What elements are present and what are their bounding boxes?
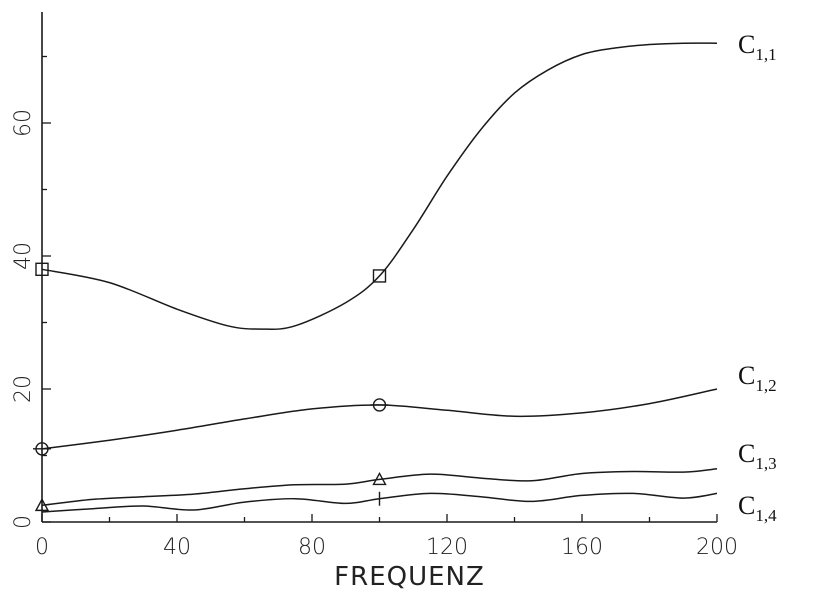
y-tick-label: 60 xyxy=(11,109,36,137)
series-label-3: C1,3 xyxy=(738,439,777,473)
series-label-1: C1,1 xyxy=(738,30,777,64)
x-tick-label: 40 xyxy=(163,535,191,560)
series-line-1 xyxy=(41,42,718,330)
square-marker xyxy=(372,269,387,283)
series-label-4: C1,4 xyxy=(738,491,777,525)
series-line-3 xyxy=(41,468,718,507)
x-axis-title: FREQUENZ xyxy=(334,562,485,592)
x-tick-label: 80 xyxy=(298,535,326,560)
x-tick-label: 120 xyxy=(426,535,468,560)
series-label-2: C1,2 xyxy=(738,361,777,395)
triangle-marker xyxy=(34,497,50,512)
series-line-2 xyxy=(41,388,718,450)
x-tick-label: 200 xyxy=(696,535,738,560)
square-marker xyxy=(35,262,49,276)
series-labels: C1,1 C1,2 C1,3 C1,4 xyxy=(738,30,777,525)
axes: 0 40 80 120 160 200 0 20 40 60 xyxy=(11,12,738,560)
y-tick-label: 20 xyxy=(11,375,36,403)
x-tick-label: 0 xyxy=(35,535,49,560)
y-tick-label: 0 xyxy=(11,515,36,529)
y-tick-label: 40 xyxy=(11,242,36,270)
triangle-marker xyxy=(372,471,387,486)
x-tick-label: 160 xyxy=(561,535,603,560)
series-layer xyxy=(33,42,718,513)
